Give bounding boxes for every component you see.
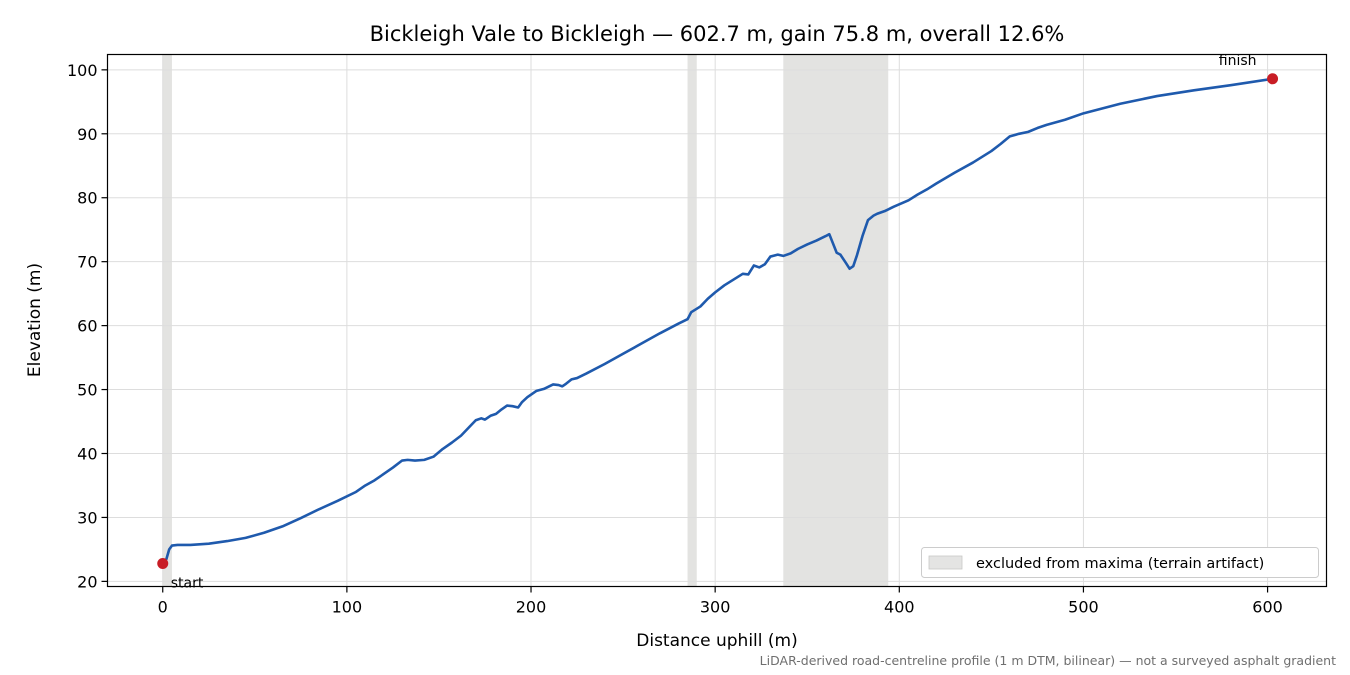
start-label: start: [171, 575, 204, 591]
x-tick-label-0: 0: [158, 598, 168, 617]
legend-swatch-excluded: [928, 555, 963, 570]
finish-marker: [1267, 73, 1279, 85]
excluded-bands: [162, 54, 889, 587]
plot-frame: [106, 53, 1328, 588]
x-axis-label: Distance uphill (m): [636, 631, 797, 651]
y-tick-label-60: 60: [77, 317, 97, 336]
y-tick-label-20: 20: [77, 572, 97, 591]
y-tick-label-30: 30: [77, 508, 97, 527]
start-marker: [157, 557, 169, 569]
series-layer: [161, 77, 1274, 565]
x-tick-label-400: 400: [884, 598, 915, 617]
y-tick-label-100: 100: [67, 61, 98, 80]
x-tick-label-200: 200: [516, 598, 547, 617]
excluded-band-1: [687, 54, 697, 587]
legend: excluded from maxima (terrain artifact): [921, 547, 1319, 578]
series-line-0: [161, 77, 1274, 565]
x-tick-label-100: 100: [332, 598, 363, 617]
y-axis-label: Elevation (m): [25, 263, 45, 377]
y-axis-ticks: 20 30 40 50 60 70 80 90 100: [67, 61, 108, 591]
excluded-band-0: [162, 54, 172, 587]
markers: start finish: [157, 53, 1279, 591]
y-tick-label-50: 50: [77, 381, 97, 400]
y-tick-label-80: 80: [77, 189, 97, 208]
x-axis-ticks: 0 100 200 300 400 500 600: [158, 586, 1283, 617]
x-tick-label-300: 300: [700, 598, 731, 617]
chart-title: Bickleigh Vale to Bickleigh — 602.7 m, g…: [370, 22, 1065, 46]
x-tick-label-500: 500: [1068, 598, 1099, 617]
legend-label-excluded: excluded from maxima (terrain artifact): [976, 556, 1264, 572]
y-tick-label-40: 40: [77, 445, 97, 464]
x-tick-label-600: 600: [1252, 598, 1283, 617]
excluded-band-2: [783, 54, 889, 587]
y-tick-label-90: 90: [77, 125, 97, 144]
gridlines: [107, 54, 1327, 587]
footnote: LiDAR-derived road-centreline profile (1…: [760, 653, 1336, 668]
y-tick-label-70: 70: [77, 253, 97, 272]
finish-label: finish: [1219, 53, 1257, 69]
legend-box: [921, 547, 1319, 578]
